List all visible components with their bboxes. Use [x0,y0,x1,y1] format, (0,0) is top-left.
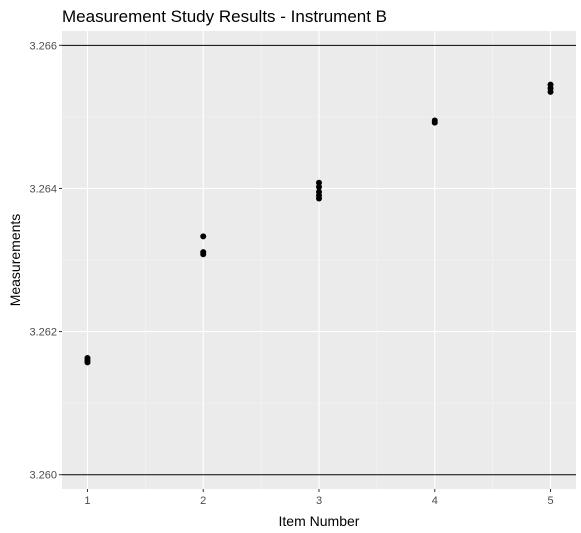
data-point [547,81,554,88]
reference-lines [62,44,576,476]
y-tick-label: 3.260 [29,470,57,482]
y-axis: 3.260 3.262 3.264 3.266 [29,40,62,482]
data-point [316,189,322,196]
x-tick-label: 5 [547,495,553,507]
data-point [200,233,207,240]
x-tick-label: 1 [84,495,90,507]
data-point [316,184,322,191]
y-tick-label: 3.262 [29,327,57,339]
chart-title: Measurement Study Results - Instrument B [62,7,387,26]
data-point [316,179,322,186]
data-point [431,117,438,124]
data-points [84,81,554,366]
x-tick-label: 2 [200,495,206,507]
x-axis-title: Item Number [279,513,360,529]
x-axis: 1 2 3 4 5 [84,489,554,507]
y-tick-label: 3.266 [29,40,57,52]
data-point [84,355,91,362]
x-tick-label: 3 [316,495,322,507]
y-tick-label: 3.264 [29,183,57,195]
y-axis-title: Measurements [7,214,23,307]
data-point [200,249,207,256]
x-tick-label: 4 [432,495,438,507]
